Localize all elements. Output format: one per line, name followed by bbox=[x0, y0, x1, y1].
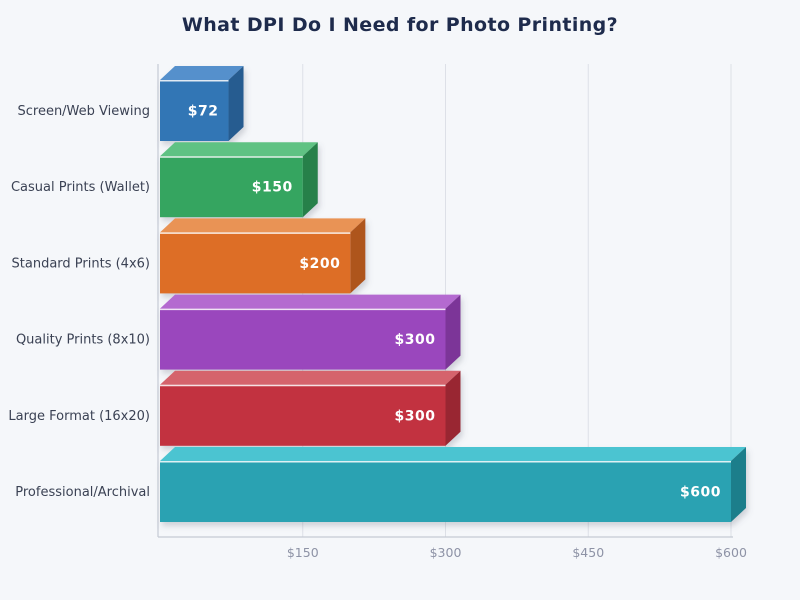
bar-value-label: $300 bbox=[395, 408, 436, 424]
bar-value-label: $300 bbox=[395, 332, 436, 348]
bar-casual-prints-wallet[interactable] bbox=[160, 142, 318, 218]
x-tick-label: $150 bbox=[287, 545, 319, 560]
category-label: Quality Prints (8x10) bbox=[16, 333, 150, 348]
bar-top-face bbox=[160, 66, 244, 80]
bar-professional-archival[interactable] bbox=[160, 447, 746, 522]
bar-top-face bbox=[160, 294, 461, 309]
bar-top-face bbox=[160, 142, 318, 157]
bar-front-face bbox=[160, 232, 351, 294]
bar-large-format-16x20[interactable] bbox=[160, 370, 461, 446]
bar-quality-prints-8x10[interactable] bbox=[160, 294, 461, 370]
bar-screen-web-viewing[interactable] bbox=[160, 66, 244, 141]
bar-side-face bbox=[302, 142, 318, 218]
x-tick-label: $600 bbox=[715, 545, 747, 560]
category-label: Screen/Web Viewing bbox=[17, 104, 150, 119]
bar-front-face bbox=[160, 308, 446, 370]
bar-top-face bbox=[160, 370, 461, 385]
category-label: Large Format (16x20) bbox=[8, 409, 150, 424]
bar-value-label: $200 bbox=[299, 256, 340, 272]
bar-side-face bbox=[228, 66, 244, 141]
bar-top-face bbox=[160, 447, 746, 461]
bar-side-face bbox=[445, 294, 461, 370]
chart-title: What DPI Do I Need for Photo Printing? bbox=[181, 14, 619, 36]
category-label: Standard Prints (4x6) bbox=[12, 256, 150, 271]
bar-value-label: $72 bbox=[188, 104, 219, 120]
bar-top-face bbox=[160, 218, 366, 233]
bar-side-face bbox=[731, 447, 746, 522]
bar-value-label: $150 bbox=[252, 180, 293, 196]
x-tick-label: $450 bbox=[572, 545, 604, 560]
bar-front-face bbox=[160, 80, 229, 141]
category-label: Casual Prints (Wallet) bbox=[11, 180, 150, 195]
bar-front-face bbox=[160, 384, 446, 446]
bar-front-face bbox=[160, 156, 303, 218]
x-tick-label: $300 bbox=[430, 545, 462, 560]
bar-front-face bbox=[160, 461, 731, 522]
bar-side-face bbox=[350, 218, 366, 294]
bar-side-face bbox=[445, 370, 461, 446]
bar-value-label: $600 bbox=[680, 485, 721, 501]
category-label: Professional/Archival bbox=[15, 485, 150, 500]
bar-standard-prints-4x6[interactable] bbox=[160, 218, 366, 294]
